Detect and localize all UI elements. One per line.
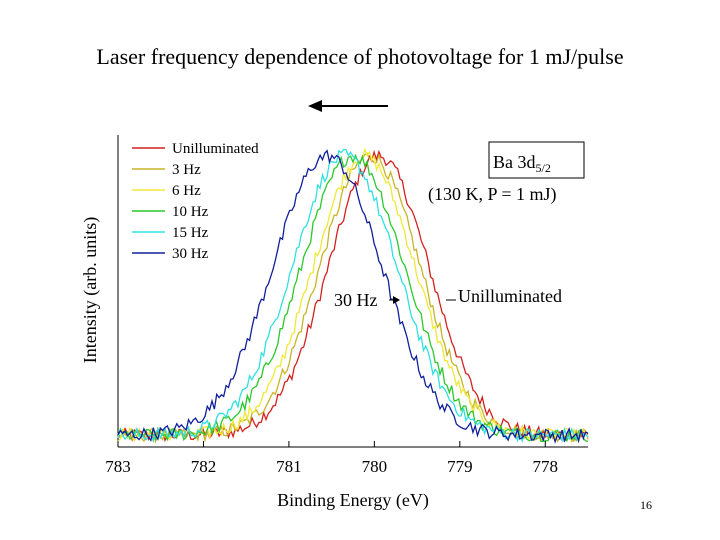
species-subscript: 5/2 [536,161,551,175]
species-box: Ba 3d5/2 [488,141,585,179]
callout-30hz: 30 Hz [334,290,378,310]
legend-label: 10 Hz [172,204,209,220]
x-tick-label: 783 [105,457,131,476]
series-line-30-hz [117,149,589,444]
legend-label: 3 Hz [172,162,201,178]
legend-label: Unilluminated [172,141,259,157]
slide-title: Laser frequency dependence of photovolta… [96,44,624,69]
conditions-label: (130 K, P = 1 mJ) [428,184,557,205]
x-tick-layer: 783 782 781 780 779 778 [105,441,558,476]
shift-arrow [308,100,388,112]
legend: Unilluminated 3 Hz 6 Hz 10 Hz 15 Hz 30 Hz [132,141,259,262]
legend-label: 30 Hz [172,246,209,262]
x-tick-label: 781 [276,457,302,476]
legend-label: 15 Hz [172,225,209,241]
svg-text:Ba 3d5/2: Ba 3d5/2 [493,152,551,175]
callout-unilluminated: Unilluminated [458,286,562,306]
callout-30hz-arrow [389,296,400,304]
species-label: Ba 3d [493,152,536,172]
y-axis-label: Intensity (arb. units) [80,217,101,363]
series-layer [117,147,589,444]
x-tick-label: 782 [191,457,217,476]
legend-label: 6 Hz [172,183,201,199]
x-tick-label: 778 [533,457,559,476]
x-tick-label: 779 [447,457,473,476]
x-axis-label: Binding Energy (eV) [277,490,429,511]
page-number: 16 [640,498,652,512]
x-tick-label: 780 [362,457,388,476]
